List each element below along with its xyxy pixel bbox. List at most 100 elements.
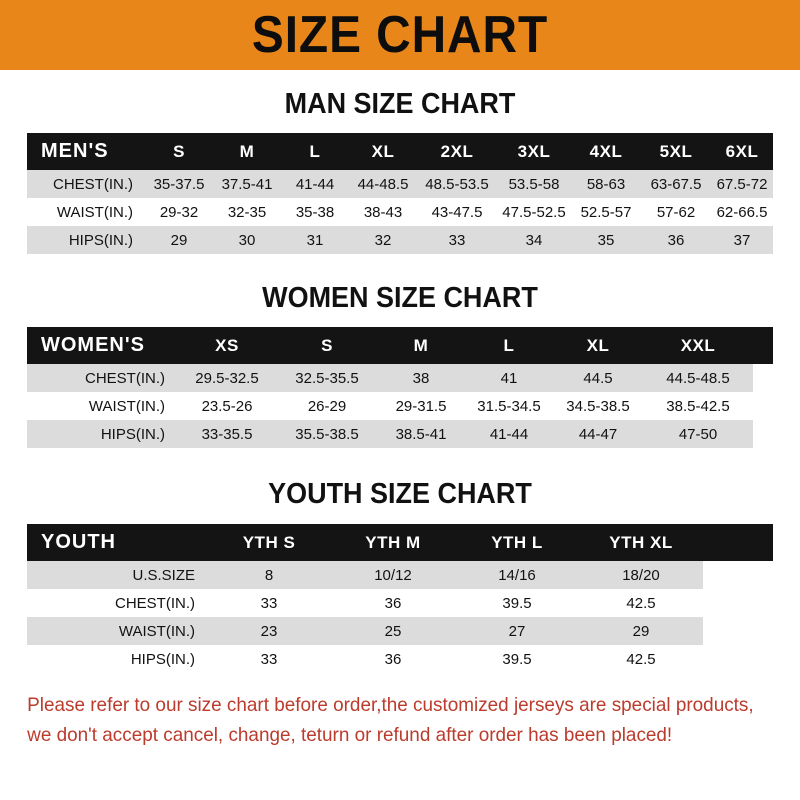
women-row-label: HIPS(IN.) xyxy=(27,420,177,448)
men-cell: 35-37.5 xyxy=(145,170,213,198)
women-cell: 26-29 xyxy=(277,392,377,420)
youth-cell: 14/16 xyxy=(455,561,579,589)
women-cell: 38.5-41 xyxy=(377,420,465,448)
table-row: WAIST(IN.) 29-32 32-35 35-38 38-43 43-47… xyxy=(27,198,773,226)
youth-size-table: YOUTH YTH S YTH M YTH L YTH XL U.S.SIZE … xyxy=(27,524,773,673)
men-cell: 36 xyxy=(641,226,711,254)
women-row-label: CHEST(IN.) xyxy=(27,364,177,392)
men-header-row: MEN'S S M L XL 2XL 3XL 4XL 5XL 6XL xyxy=(27,133,773,170)
youth-filler-cell xyxy=(703,617,773,645)
men-table-body: MEN'S S M L XL 2XL 3XL 4XL 5XL 6XL CHEST… xyxy=(27,133,773,254)
table-row: HIPS(IN.) 33-35.5 35.5-38.5 38.5-41 41-4… xyxy=(27,420,773,448)
youth-size-col: YTH L xyxy=(491,532,543,552)
youth-cell: 10/12 xyxy=(331,561,455,589)
table-row: WAIST(IN.) 23.5-26 26-29 29-31.5 31.5-34… xyxy=(27,392,773,420)
men-cell: 37 xyxy=(711,226,773,254)
women-cell: 41-44 xyxy=(465,420,553,448)
men-size-col: 4XL xyxy=(589,141,623,161)
women-cell: 41 xyxy=(465,364,553,392)
men-cell: 30 xyxy=(213,226,281,254)
table-row: HIPS(IN.) 29 30 31 32 33 34 35 36 37 xyxy=(27,226,773,254)
page-title: SIZE CHART xyxy=(251,6,549,64)
disclaimer-text: Please refer to our size chart before or… xyxy=(0,690,776,750)
women-size-col: M xyxy=(413,335,429,355)
youth-cell: 39.5 xyxy=(455,645,579,673)
men-cell: 29-32 xyxy=(145,198,213,226)
youth-filler-cell xyxy=(703,645,773,673)
men-size-col: 6XL xyxy=(725,141,759,161)
youth-cell: 33 xyxy=(207,645,331,673)
women-cell: 38 xyxy=(377,364,465,392)
women-size-col: XXL xyxy=(680,335,716,355)
table-row: CHEST(IN.) 33 36 39.5 42.5 xyxy=(27,589,773,617)
women-cell: 44.5 xyxy=(553,364,643,392)
women-cell: 34.5-38.5 xyxy=(553,392,643,420)
women-size-col: XS xyxy=(215,335,239,355)
women-filler-cell xyxy=(753,392,773,420)
men-size-col: S xyxy=(173,141,185,161)
women-cell: 32.5-35.5 xyxy=(277,364,377,392)
women-size-col: S xyxy=(321,335,333,355)
youth-cell: 39.5 xyxy=(455,589,579,617)
women-table-body: WOMEN'S XS S M L XL XXL CHEST(IN.) 29.5-… xyxy=(27,327,773,448)
youth-cell: 42.5 xyxy=(579,589,703,617)
men-row-label: CHEST(IN.) xyxy=(27,170,145,198)
youth-size-col: YTH M xyxy=(365,532,421,552)
men-cell: 58-63 xyxy=(571,170,641,198)
men-cell: 63-67.5 xyxy=(641,170,711,198)
youth-row-label: CHEST(IN.) xyxy=(27,589,207,617)
men-cell: 32-35 xyxy=(213,198,281,226)
youth-cell: 42.5 xyxy=(579,645,703,673)
men-cell: 67.5-72 xyxy=(711,170,773,198)
women-size-col: XL xyxy=(586,335,610,355)
women-cell: 44-47 xyxy=(553,420,643,448)
men-cell: 57-62 xyxy=(641,198,711,226)
men-size-col: 3XL xyxy=(517,141,551,161)
men-cell: 37.5-41 xyxy=(213,170,281,198)
women-section-title: WOMEN SIZE CHART xyxy=(262,282,538,314)
youth-section: YOUTH SIZE CHART YOUTH YTH S YTH M YTH L… xyxy=(0,479,800,673)
youth-row-label: WAIST(IN.) xyxy=(27,617,207,645)
youth-section-title: YOUTH SIZE CHART xyxy=(268,478,532,510)
men-section-title: MAN SIZE CHART xyxy=(284,88,516,120)
youth-size-col: YTH XL xyxy=(609,532,673,552)
women-cell: 33-35.5 xyxy=(177,420,277,448)
men-cell: 53.5-58 xyxy=(497,170,571,198)
women-size-col: L xyxy=(503,335,515,355)
youth-label-header: YOUTH xyxy=(41,531,116,553)
table-row: CHEST(IN.) 35-37.5 37.5-41 41-44 44-48.5… xyxy=(27,170,773,198)
women-filler-cell xyxy=(753,364,773,392)
men-cell: 43-47.5 xyxy=(417,198,497,226)
men-cell: 31 xyxy=(281,226,349,254)
men-section: MAN SIZE CHART MEN'S S M L XL 2XL 3XL 4X… xyxy=(0,89,800,254)
women-row-label: WAIST(IN.) xyxy=(27,392,177,420)
youth-row-label: HIPS(IN.) xyxy=(27,645,207,673)
youth-row-label: U.S.SIZE xyxy=(27,561,207,589)
women-cell: 23.5-26 xyxy=(177,392,277,420)
women-cell: 29-31.5 xyxy=(377,392,465,420)
men-size-col: 5XL xyxy=(659,141,693,161)
men-cell: 35-38 xyxy=(281,198,349,226)
disclaimer-line-1: Please refer to our size chart before or… xyxy=(27,694,754,716)
youth-table-body: YOUTH YTH S YTH M YTH L YTH XL U.S.SIZE … xyxy=(27,524,773,673)
men-cell: 52.5-57 xyxy=(571,198,641,226)
youth-cell: 33 xyxy=(207,589,331,617)
women-cell: 35.5-38.5 xyxy=(277,420,377,448)
youth-cell: 8 xyxy=(207,561,331,589)
youth-cell: 36 xyxy=(331,645,455,673)
table-row: HIPS(IN.) 33 36 39.5 42.5 xyxy=(27,645,773,673)
youth-filler-cell xyxy=(703,589,773,617)
men-cell: 34 xyxy=(497,226,571,254)
men-size-col: M xyxy=(239,141,255,161)
youth-header-row: YOUTH YTH S YTH M YTH L YTH XL xyxy=(27,524,773,561)
disclaimer-line-2: we don't accept cancel, change, teturn o… xyxy=(27,724,673,746)
women-filler-cell xyxy=(753,420,773,448)
men-cell: 48.5-53.5 xyxy=(417,170,497,198)
men-label-header: MEN'S xyxy=(41,140,109,162)
youth-cell: 23 xyxy=(207,617,331,645)
men-size-col: 2XL xyxy=(440,141,474,161)
men-cell: 32 xyxy=(349,226,417,254)
women-header-pad xyxy=(753,327,773,364)
women-cell: 29.5-32.5 xyxy=(177,364,277,392)
youth-cell: 27 xyxy=(455,617,579,645)
